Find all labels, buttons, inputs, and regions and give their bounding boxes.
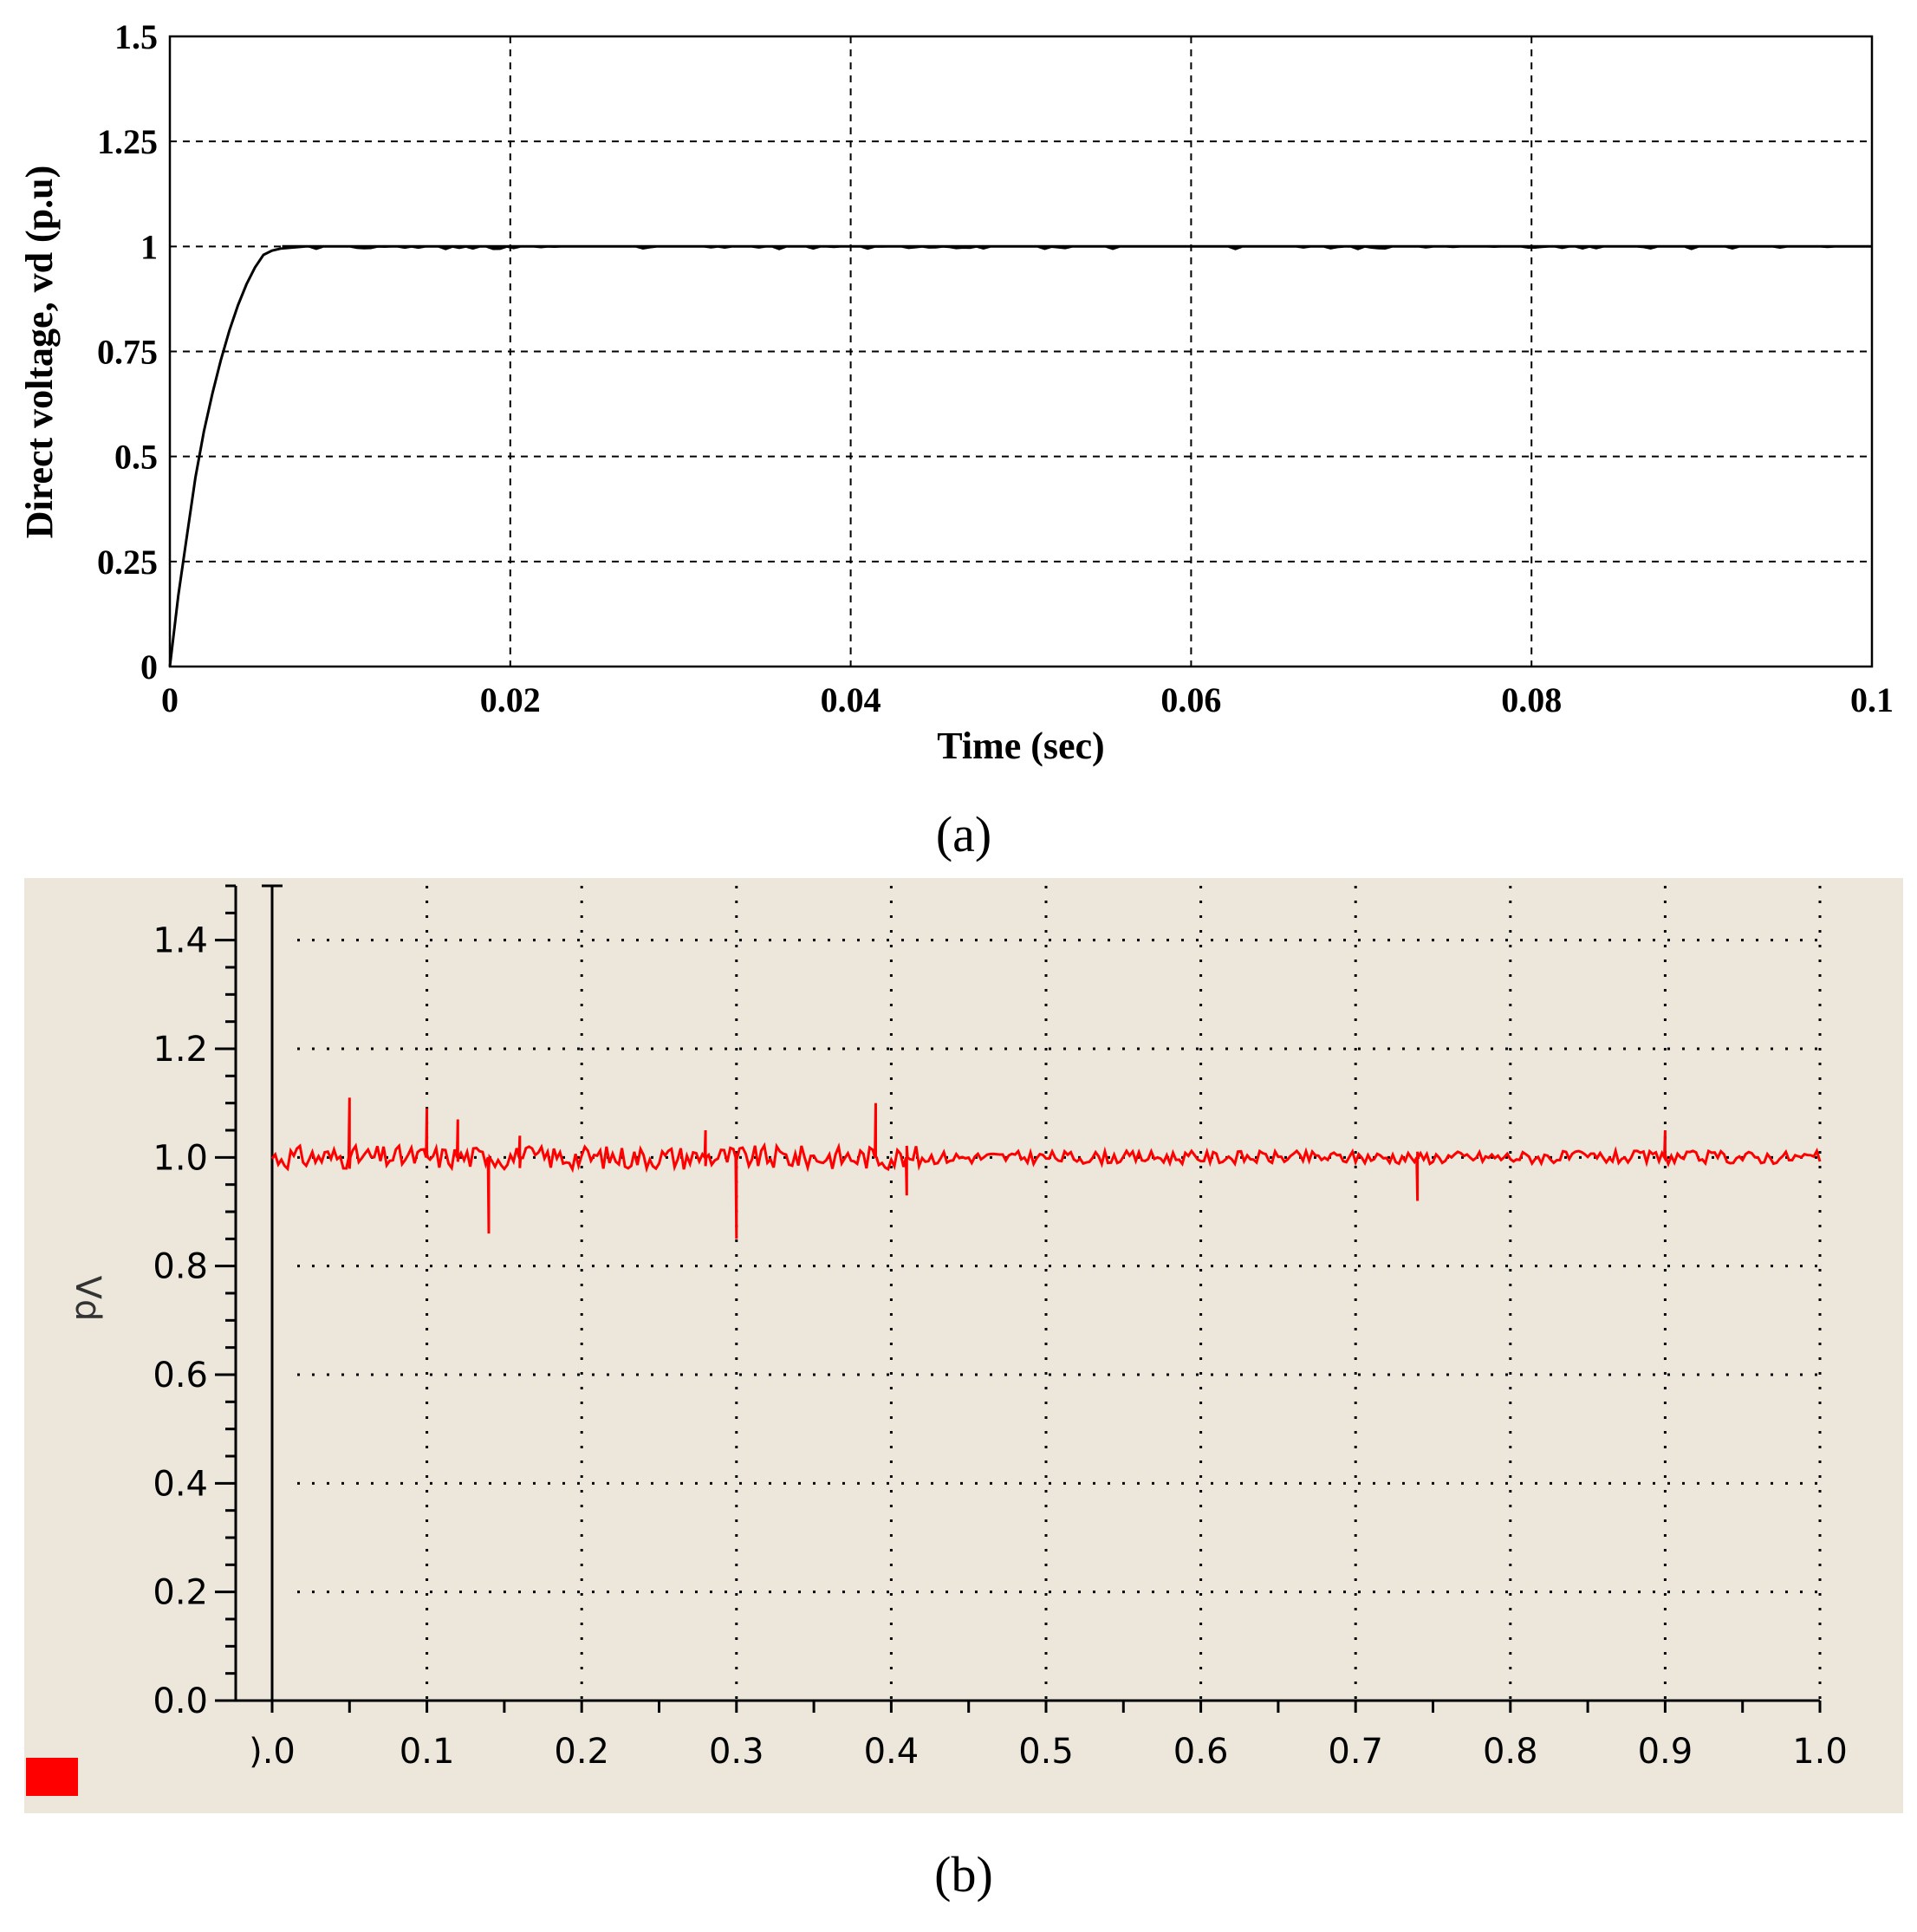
panel-b-y-axis-label: Vd bbox=[68, 1276, 107, 1322]
panel-b-background bbox=[24, 878, 1903, 1813]
panel-b-y-tick-label: 0.8 bbox=[153, 1247, 208, 1287]
panel-b-legend-swatch bbox=[26, 1758, 78, 1796]
panel-b-x-tick-label: 1.0 bbox=[1792, 1732, 1848, 1772]
panel-b-y-tick-label: 0.2 bbox=[153, 1573, 208, 1613]
panel-b-x-tick-label: 0.6 bbox=[1173, 1732, 1229, 1772]
panel-b-y-tick-label: 0.0 bbox=[153, 1682, 208, 1721]
panel-b-x-tick-label: 0.4 bbox=[864, 1732, 920, 1772]
panel-b-x-tick-label: 0.7 bbox=[1328, 1732, 1383, 1772]
panel-b-grid bbox=[297, 886, 1822, 1701]
panel-a-x-tick-labels: 0 0.02 0.04 0.06 0.08 0.1 bbox=[161, 680, 1894, 719]
panel-a-x-tick-label: 0.1 bbox=[1850, 680, 1894, 719]
panel-b-y-tick-label: 1.4 bbox=[153, 921, 208, 961]
panel-a-x-tick-label: 0.08 bbox=[1501, 680, 1562, 719]
panel-b-y-tick-label: 1.2 bbox=[153, 1030, 208, 1070]
panel-a-x-tick-label: 0.06 bbox=[1160, 680, 1221, 719]
panel-a-x-tick-label: 0.04 bbox=[821, 680, 881, 719]
panel-a-y-tick-label: 1.25 bbox=[97, 122, 158, 161]
panel-b-axes bbox=[215, 884, 1822, 1713]
panel-b-x-tick-label: ).0 bbox=[249, 1732, 296, 1772]
panel-a-x-axis-label: Time (sec) bbox=[937, 725, 1104, 767]
panel-b-x-tick-label: 0.8 bbox=[1483, 1732, 1538, 1772]
panel-b-chart: 0.0 0.2 0.4 0.6 0.8 1.0 1.2 1.4 ).0 0.1 0.2 0.3 0.4… bbox=[24, 878, 1903, 1813]
panel-b-x-tick-label: 0.5 bbox=[1018, 1732, 1074, 1772]
panel-a-y-tick-label: 0.25 bbox=[97, 543, 158, 582]
panel-b-x-tick-label: 0.1 bbox=[400, 1732, 455, 1772]
panel-a-y-tick-label: 0 bbox=[140, 647, 158, 686]
panel-b-x-tick-label: 0.3 bbox=[709, 1732, 764, 1772]
panel-a-y-tick-label: 1 bbox=[140, 227, 158, 266]
panel-a-chart: 0 0.25 0.5 0.75 1 1.25 1.5 0 0.02 0.04 0.06 0.08 0.… bbox=[18, 17, 1894, 767]
panel-a-y-tick-labels: 0 0.25 0.5 0.75 1 1.25 1.5 bbox=[97, 17, 158, 686]
panel-b-y-tick-labels: 0.0 0.2 0.4 0.6 0.8 1.0 1.2 1.4 bbox=[153, 921, 208, 1721]
panel-b-x-tick-labels: ).0 0.1 0.2 0.3 0.4 0.5 0.6 0.7 0.8 0.9 1.0 bbox=[249, 1732, 1848, 1772]
panel-a-y-tick-label: 0.75 bbox=[97, 333, 158, 372]
panel-a-y-tick-label: 0.5 bbox=[114, 438, 158, 477]
panel-a-y-tick-label: 1.5 bbox=[114, 17, 158, 56]
panel-a-x-tick-label: 0.02 bbox=[480, 680, 541, 719]
panel-a-caption: (a) bbox=[936, 806, 991, 862]
panel-b-x-tick-label: 0.9 bbox=[1638, 1732, 1693, 1772]
panel-b-y-tick-label: 0.6 bbox=[153, 1356, 208, 1395]
panel-a-series-line bbox=[168, 244, 1872, 667]
panel-b-x-tick-label: 0.2 bbox=[554, 1732, 609, 1772]
panel-b-caption: (b) bbox=[934, 1846, 993, 1903]
panel-b-y-tick-label: 1.0 bbox=[153, 1138, 208, 1178]
panel-b-y-tick-label: 0.4 bbox=[153, 1464, 208, 1504]
panel-b-series-line bbox=[270, 1097, 1822, 1239]
panel-a-y-axis-label: Direct voltage, vd (p.u) bbox=[18, 166, 61, 539]
panel-a-x-tick-label: 0 bbox=[161, 680, 179, 719]
